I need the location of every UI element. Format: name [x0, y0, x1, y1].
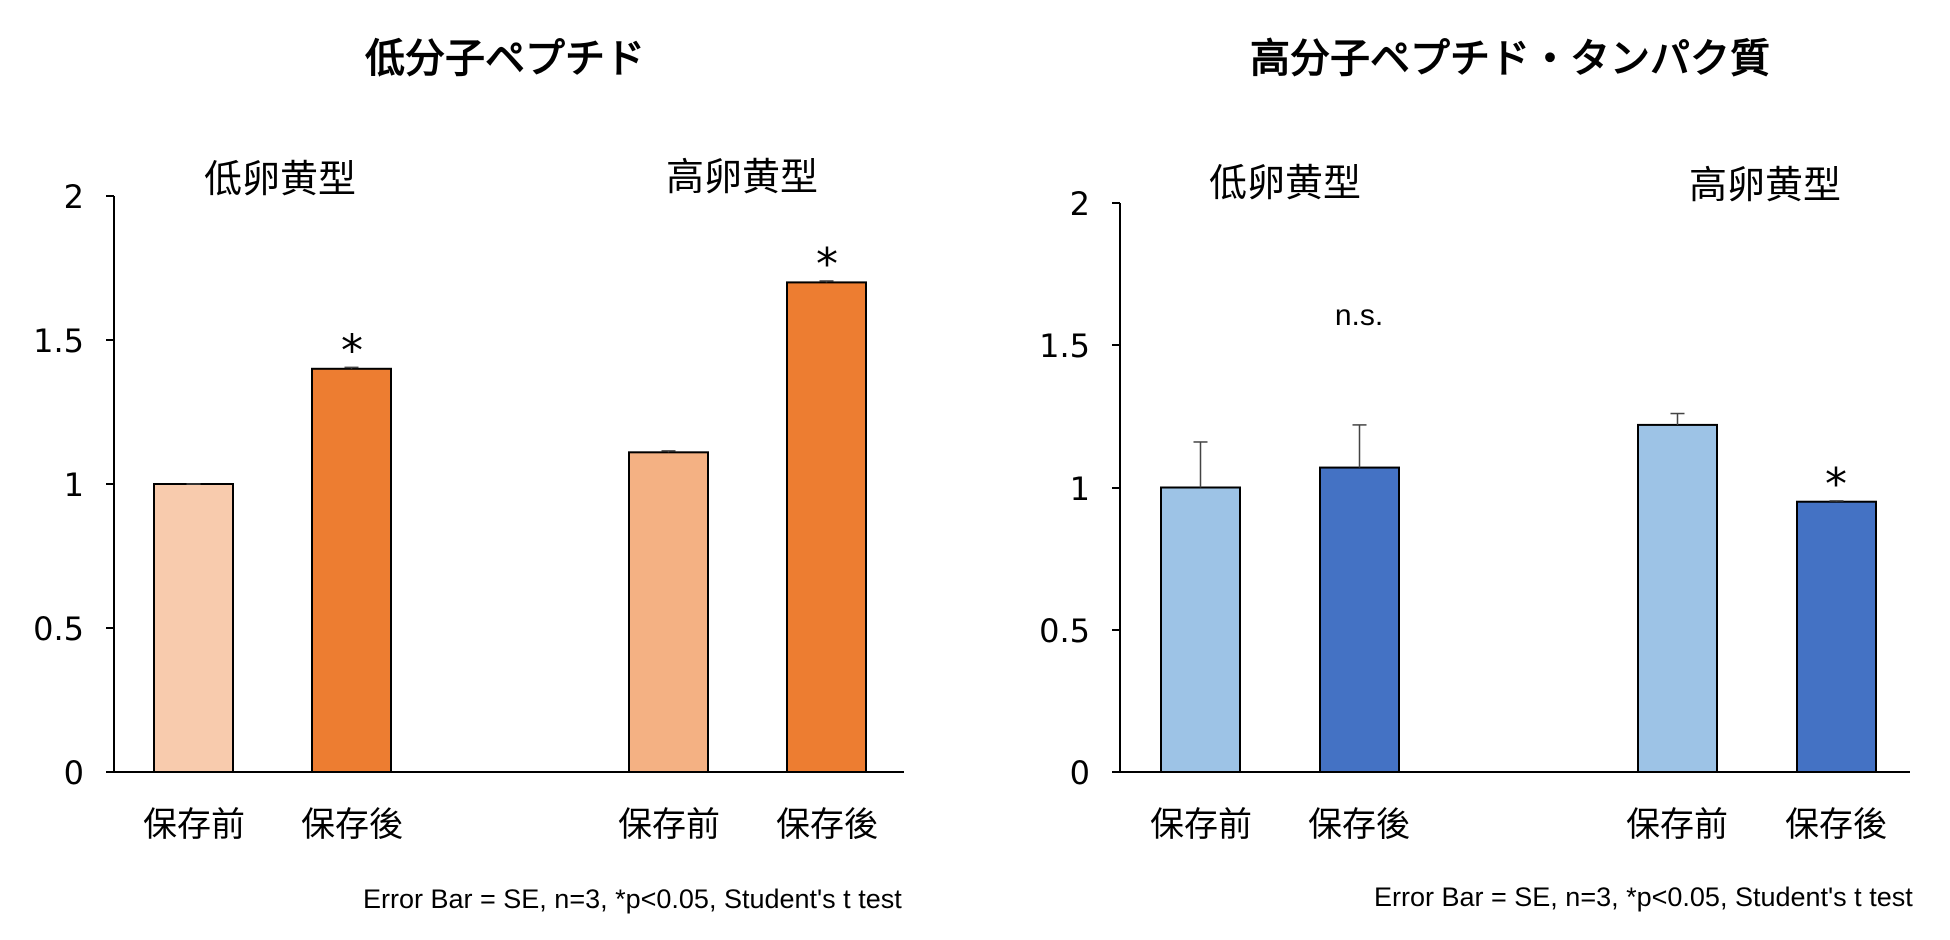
significance-mark: * — [341, 325, 363, 376]
x-category-label: 保存後 — [1785, 805, 1887, 845]
y-tick-label: 1 — [64, 466, 84, 504]
error-bar — [1352, 424, 1367, 468]
group-label-high-yolk: 高卵黄型 — [666, 155, 818, 199]
chart-title: 高分子ペプチド・タンパク質 — [1250, 36, 1770, 82]
error-bar — [661, 450, 676, 453]
group-label-low-yolk: 低卵黄型 — [1209, 161, 1361, 205]
x-category-label: 保存前 — [1150, 805, 1252, 845]
y-tick-label: 2 — [1070, 185, 1090, 223]
x-category-label: 保存前 — [143, 805, 245, 845]
bar — [1319, 466, 1400, 773]
x-category-label: 保存後 — [301, 805, 403, 845]
chart-high-molecular: 高分子ペプチド・タンパク質 0 0.5 1 1.5 2 低卵黄型 高卵黄型 n.… — [1039, 36, 1913, 912]
y-tick-label: 1.5 — [1039, 327, 1090, 365]
bar — [628, 451, 709, 773]
x-category-label: 保存後 — [776, 805, 878, 845]
significance-mark: n.s. — [1335, 299, 1383, 332]
x-category-label: 保存前 — [618, 805, 720, 845]
bar — [311, 367, 392, 773]
y-tick-label: 0 — [64, 754, 84, 792]
error-bar — [1829, 500, 1844, 502]
error-bar — [344, 366, 359, 369]
y-tick-label: 0.5 — [1039, 612, 1090, 650]
bar — [153, 483, 234, 773]
significance-mark: * — [1825, 459, 1847, 510]
bar — [1796, 500, 1877, 773]
y-tick-label: 1.5 — [33, 322, 84, 360]
y-tick-label: 2 — [64, 178, 84, 216]
bar — [1637, 423, 1718, 773]
error-bar — [819, 280, 834, 283]
footnote: Error Bar = SE, n=3, *p<0.05, Student's … — [1374, 882, 1913, 912]
x-category-label: 保存後 — [1308, 805, 1410, 845]
bar — [1160, 486, 1241, 773]
significance-mark: * — [816, 239, 838, 290]
chart-low-molecular: 低分子ペプチド 0 0.5 1 1.5 2 低卵黄型 高卵黄型 * * 保存前 … — [33, 36, 904, 914]
error-bar — [1193, 441, 1208, 488]
y-tick-label: 0.5 — [33, 610, 84, 648]
chart-title: 低分子ペプチド — [365, 36, 645, 82]
y-tick-label: 1 — [1070, 470, 1090, 508]
group-label-high-yolk: 高卵黄型 — [1689, 163, 1841, 207]
x-category-label: 保存前 — [1626, 805, 1728, 845]
footnote: Error Bar = SE, n=3, *p<0.05, Student's … — [363, 884, 902, 914]
y-tick-label: 0 — [1070, 754, 1090, 792]
bar — [786, 281, 867, 773]
error-bar — [1670, 412, 1685, 425]
group-label-low-yolk: 低卵黄型 — [204, 157, 356, 201]
